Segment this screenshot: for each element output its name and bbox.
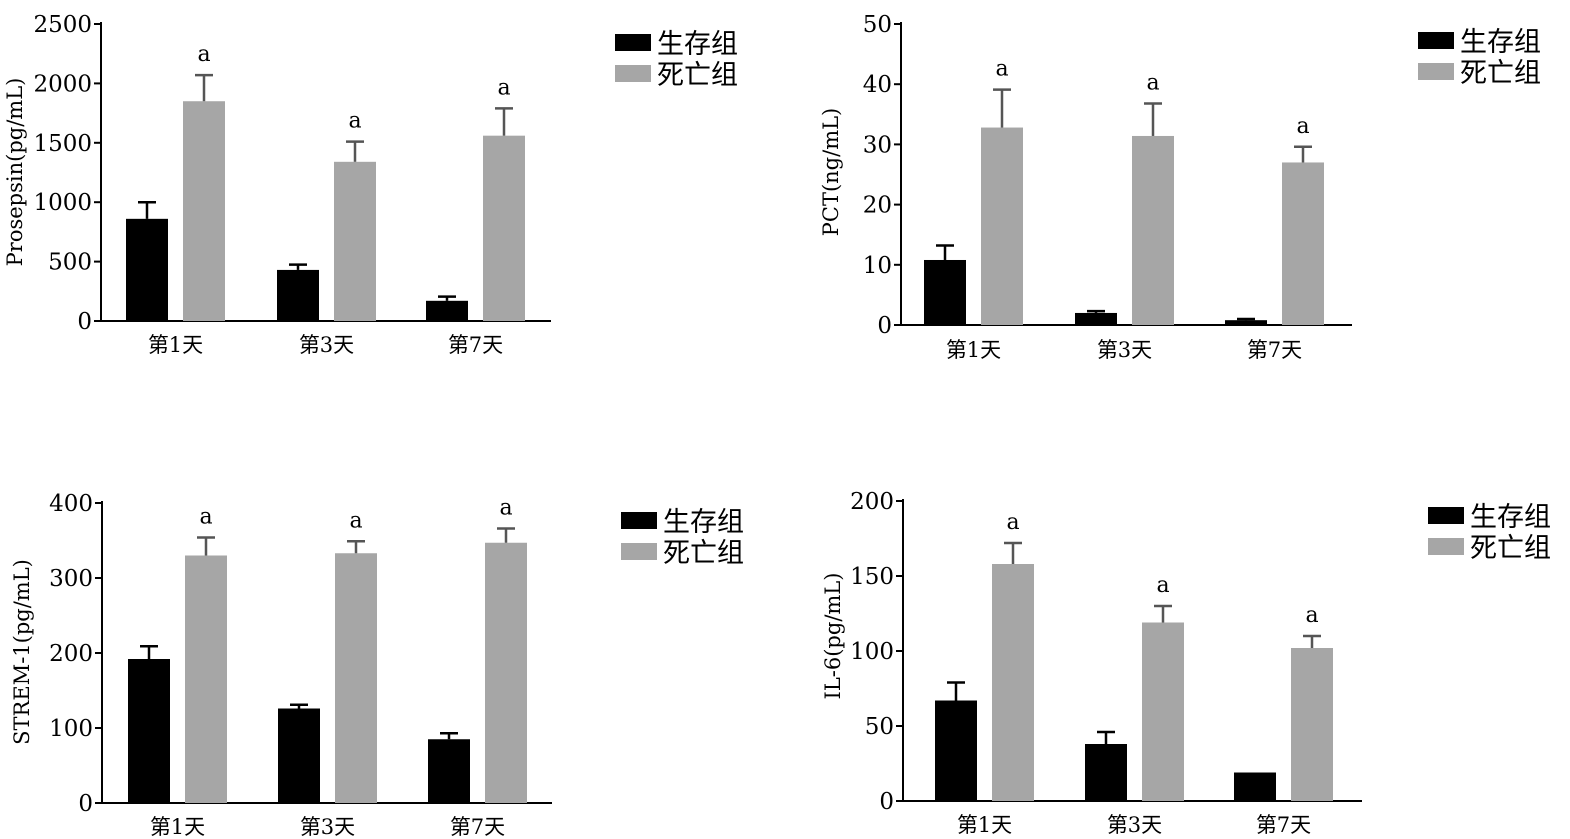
bar-survival-2 <box>278 708 320 803</box>
significance-label: a <box>348 109 361 134</box>
significance-label: a <box>199 505 212 530</box>
category-label: 第7天 <box>450 815 505 839</box>
bar-survival-3 <box>428 739 470 803</box>
bar-survival-2 <box>277 269 319 321</box>
legend-swatch <box>615 65 651 82</box>
significance-label: a <box>1305 603 1318 628</box>
legend-swatch <box>1428 507 1464 524</box>
bar-survival-2 <box>1075 312 1117 325</box>
significance-label: a <box>1156 573 1169 598</box>
category-label: 第1天 <box>148 333 203 357</box>
category-label: 第1天 <box>946 338 1001 362</box>
y-tick-label: 500 <box>48 250 92 276</box>
y-tick-label: 300 <box>49 566 93 592</box>
y-tick-label: 2500 <box>33 12 92 38</box>
bar-survival-2 <box>1085 744 1127 801</box>
legend-label: 死亡组 <box>657 60 738 91</box>
legend-label: 死亡组 <box>1460 58 1541 89</box>
bar-survival-1 <box>126 218 168 321</box>
y-tick-label: 50 <box>863 12 892 38</box>
significance-label: a <box>1006 510 1019 535</box>
bar-survival-3 <box>426 300 468 321</box>
y-tick-label: 100 <box>850 639 894 665</box>
legend-swatch <box>615 34 651 51</box>
category-label: 第3天 <box>1097 338 1152 362</box>
category-label: 第7天 <box>1256 813 1311 837</box>
bar-survival-1 <box>924 259 966 325</box>
significance-label: a <box>349 508 362 533</box>
bar-death-3 <box>485 542 527 803</box>
bar-death-1 <box>981 127 1023 325</box>
legend-label: 生存组 <box>657 29 738 60</box>
chart-panel-4: 0 50 100 150 200 IL-6(pg/mL) a 第1天 a 第3天 a 第7天 生存组死亡… <box>821 489 1551 837</box>
y-tick-label: 1500 <box>33 131 92 157</box>
y-tick-label: 20 <box>863 193 892 219</box>
category-label: 第3天 <box>1107 813 1162 837</box>
bar-death-2 <box>1142 622 1184 801</box>
y-tick-label: 1000 <box>33 190 92 216</box>
bar-death-2 <box>334 161 376 321</box>
bar-death-3 <box>1291 648 1333 801</box>
y-tick-label: 0 <box>78 791 93 817</box>
bar-death-2 <box>335 553 377 803</box>
y-tick-label: 2000 <box>33 71 92 97</box>
significance-label: a <box>1146 70 1159 95</box>
bar-survival-3 <box>1234 772 1276 801</box>
y-axis-label: PCT(ng/mL) <box>819 108 843 237</box>
category-label: 第3天 <box>299 333 354 357</box>
y-tick-label: 200 <box>49 641 93 667</box>
y-tick-label: 0 <box>877 313 892 339</box>
category-label: 第1天 <box>150 815 205 839</box>
y-tick-label: 30 <box>863 132 892 158</box>
legend-swatch <box>621 512 657 529</box>
y-tick-label: 10 <box>863 253 892 279</box>
legend-swatch <box>1418 63 1454 80</box>
legend-swatch <box>621 543 657 560</box>
legend-label: 生存组 <box>1460 27 1541 58</box>
bar-survival-3 <box>1225 320 1267 325</box>
bar-death-1 <box>992 564 1034 801</box>
legend-swatch <box>1418 32 1454 49</box>
y-tick-label: 150 <box>850 564 894 590</box>
legend-label: 生存组 <box>663 507 744 538</box>
significance-label: a <box>497 75 510 100</box>
y-tick-label: 50 <box>865 714 894 740</box>
legend-label: 生存组 <box>1470 502 1551 533</box>
bar-death-1 <box>183 101 225 321</box>
category-label: 第3天 <box>300 815 355 839</box>
significance-label: a <box>995 57 1008 82</box>
bar-death-3 <box>483 135 525 321</box>
y-tick-label: 0 <box>879 789 894 815</box>
y-tick-label: 40 <box>863 72 892 98</box>
legend-swatch <box>1428 538 1464 555</box>
y-axis-label: Prosepsin(pg/mL) <box>3 78 27 267</box>
significance-label: a <box>499 496 512 521</box>
bar-death-3 <box>1282 162 1324 325</box>
significance-label: a <box>1296 114 1309 139</box>
bar-survival-1 <box>128 659 170 803</box>
y-tick-label: 200 <box>850 489 894 515</box>
bar-death-1 <box>185 555 227 803</box>
chart-panel-3: 0 100 200 300 400 STREM-1(pg/mL) a 第1天 a 第3天 a 第7天 生… <box>10 491 744 839</box>
y-axis-label: IL-6(pg/mL) <box>821 573 845 700</box>
significance-label: a <box>197 42 210 67</box>
legend-label: 死亡组 <box>663 538 744 569</box>
bar-survival-1 <box>935 700 977 801</box>
legend-label: 死亡组 <box>1470 533 1551 564</box>
category-label: 第7天 <box>1247 338 1302 362</box>
chart-panel-1: 0 500 1000 1500 2000 2500 Prosepsin(pg/mL) a 第1天… <box>3 12 738 357</box>
y-tick-label: 100 <box>49 716 93 742</box>
y-tick-label: 400 <box>49 491 93 517</box>
y-tick-label: 0 <box>77 309 92 335</box>
bar-death-2 <box>1132 135 1174 325</box>
category-label: 第7天 <box>448 333 503 357</box>
category-label: 第1天 <box>957 813 1012 837</box>
y-axis-label: STREM-1(pg/mL) <box>10 559 34 745</box>
